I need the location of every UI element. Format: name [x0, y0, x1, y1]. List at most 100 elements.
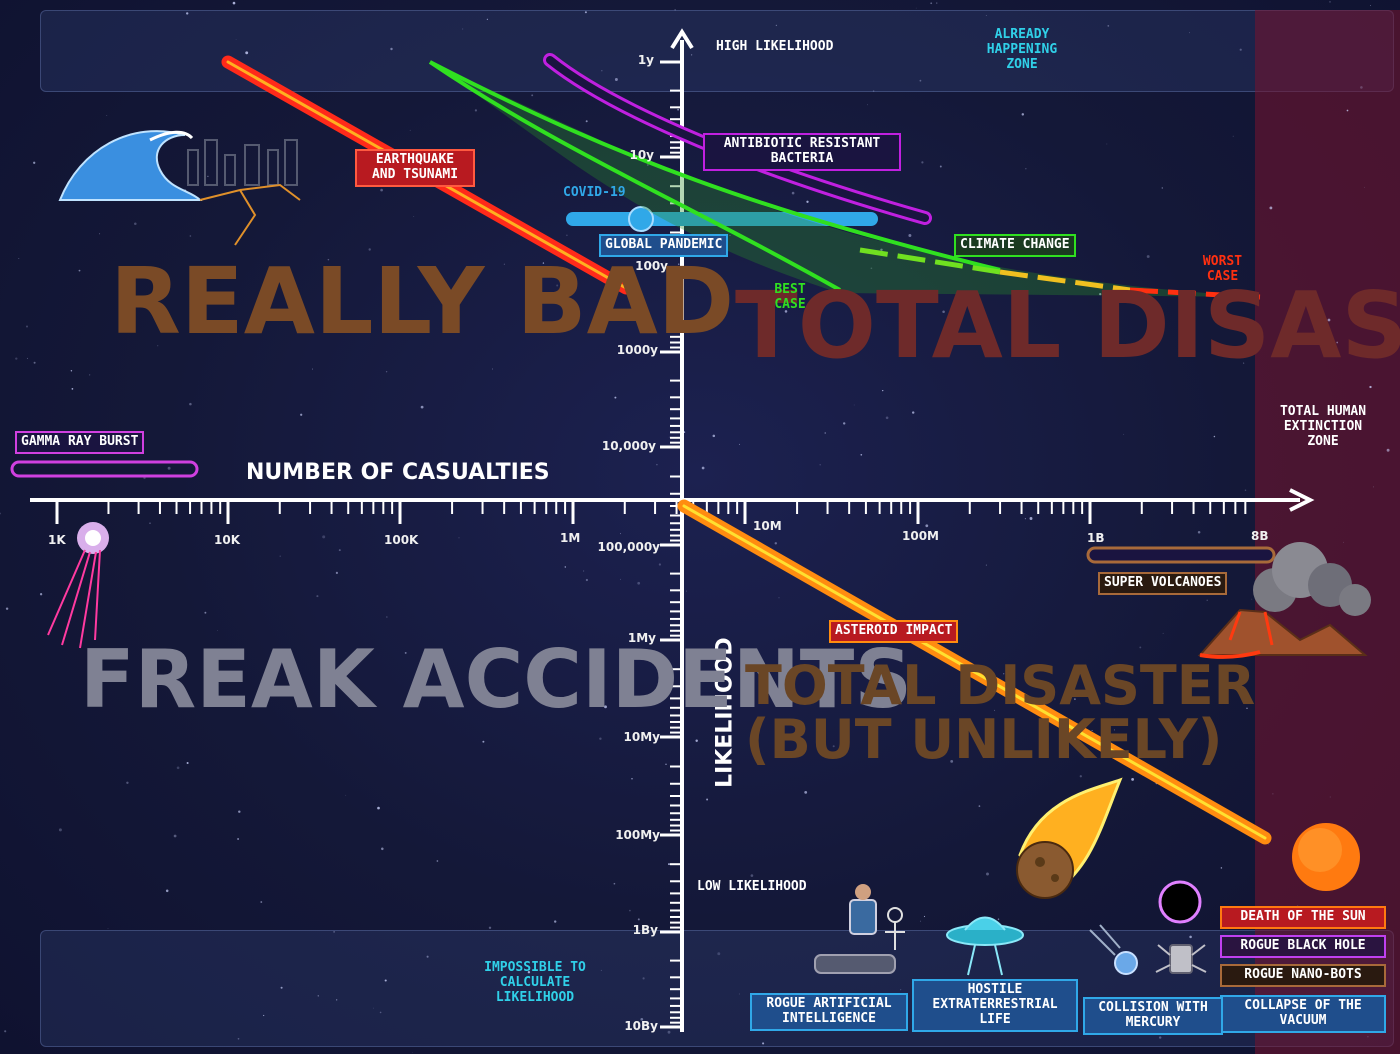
star — [629, 909, 631, 912]
star — [173, 834, 177, 838]
asteroid-band-core — [682, 504, 1267, 840]
star — [658, 563, 662, 566]
star — [686, 590, 688, 592]
quadrant-total-disaster: TOTAL DISASTER — [735, 272, 1400, 379]
star — [564, 566, 567, 568]
star — [390, 47, 393, 51]
x-tick-label: 8B — [1251, 529, 1269, 543]
star — [165, 889, 169, 893]
star — [380, 188, 383, 192]
star — [245, 51, 249, 55]
x-tick-label: 100M — [902, 529, 939, 543]
star — [665, 763, 667, 765]
star — [1099, 293, 1102, 296]
star — [860, 453, 863, 456]
star — [599, 737, 602, 740]
star — [978, 805, 981, 807]
star — [256, 692, 259, 694]
star — [1243, 362, 1245, 364]
x-tick-label: 1B — [1087, 531, 1105, 545]
star — [232, 1, 236, 5]
star — [646, 164, 649, 166]
star — [997, 918, 1000, 920]
star — [436, 860, 439, 862]
black-hole-icon — [1158, 880, 1202, 924]
star — [379, 1011, 382, 1014]
star — [667, 1030, 671, 1034]
star — [280, 986, 283, 989]
mercury-icon — [1089, 924, 1138, 975]
star — [58, 828, 62, 832]
star — [373, 1007, 374, 1009]
star — [778, 597, 780, 599]
covid-marker — [628, 206, 654, 232]
star — [1360, 300, 1362, 302]
star — [488, 926, 492, 929]
star — [674, 9, 676, 11]
star — [1162, 632, 1164, 634]
tsunami-icon — [58, 130, 301, 246]
star — [18, 258, 20, 260]
star — [750, 888, 752, 890]
y-tick-label: 10y — [629, 148, 654, 162]
star — [1342, 541, 1344, 543]
earthquake-label: EARTHQUAKE AND TSUNAMI — [355, 149, 475, 187]
star — [1239, 48, 1242, 51]
gamma-ray-star-icon — [47, 522, 109, 649]
star — [1139, 646, 1142, 649]
star — [482, 740, 485, 743]
star — [420, 405, 424, 409]
y-tick-label: 10My — [623, 730, 660, 744]
star — [39, 593, 43, 596]
y-tick-label: 10,000y — [601, 439, 656, 453]
star — [189, 402, 192, 406]
star — [613, 882, 616, 885]
star — [411, 1052, 413, 1053]
climate-line — [429, 60, 1001, 272]
star — [1329, 1, 1331, 3]
y-tick-label: 1000y — [616, 343, 658, 357]
star — [1386, 448, 1390, 452]
robot-ai-icon — [814, 884, 905, 974]
star — [1123, 433, 1125, 435]
star — [167, 466, 171, 470]
star — [33, 161, 36, 164]
sun-icon — [1292, 823, 1360, 891]
star — [126, 781, 129, 784]
climate-dash-green — [859, 247, 1001, 275]
star — [806, 200, 809, 203]
star — [566, 234, 568, 237]
star — [919, 920, 922, 922]
star — [191, 271, 194, 274]
star — [207, 175, 209, 178]
star — [1079, 775, 1082, 778]
climate-best-case-line — [428, 60, 841, 292]
meteor-icon — [1016, 777, 1123, 899]
star — [585, 578, 589, 582]
star — [1189, 32, 1190, 34]
star — [134, 222, 137, 226]
star — [994, 709, 996, 711]
star — [762, 1042, 765, 1045]
star — [950, 760, 954, 763]
star — [1025, 168, 1027, 170]
star — [1268, 843, 1270, 845]
star — [604, 705, 607, 709]
star — [750, 293, 753, 295]
star — [1029, 517, 1033, 520]
star — [503, 263, 505, 265]
star — [1293, 424, 1296, 427]
star — [1213, 435, 1216, 438]
star — [1003, 673, 1005, 675]
star — [554, 920, 557, 923]
antibiotic-label: ANTIBIOTIC RESISTANT BACTERIA — [703, 133, 901, 171]
star — [921, 161, 924, 164]
star — [26, 357, 28, 359]
star — [620, 533, 621, 535]
worst-case-label: WORST CASE — [1202, 254, 1243, 284]
star — [695, 739, 698, 742]
star — [601, 70, 603, 72]
star — [939, 165, 942, 168]
gamma-band — [10, 460, 199, 478]
